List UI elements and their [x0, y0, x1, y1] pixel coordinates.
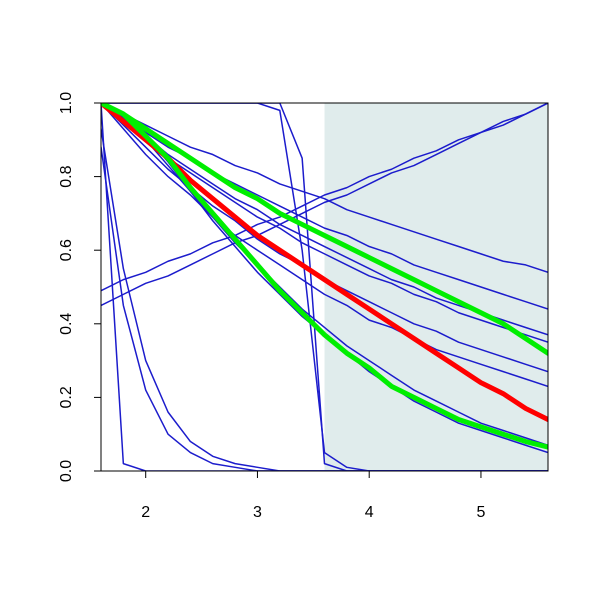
curve: [101, 146, 548, 471]
x-tick-label: 2: [141, 504, 150, 521]
curve: [101, 103, 548, 446]
curve: [101, 103, 548, 292]
shaded-region: [324, 103, 548, 471]
x-tick-label: 5: [476, 504, 485, 521]
curve: [101, 103, 548, 471]
curve: [101, 128, 548, 471]
curve: [101, 103, 548, 471]
x-tick-label: 4: [365, 504, 374, 521]
y-tick-label: 1.0: [58, 92, 75, 114]
curve: [101, 103, 548, 274]
y-tick-label: 0.0: [58, 460, 75, 482]
curve: [101, 103, 548, 307]
curve: [101, 103, 548, 450]
plot-border: [100, 102, 549, 472]
x-tick-label: 3: [253, 504, 262, 521]
curve: [101, 103, 548, 356]
curve: [101, 103, 548, 388]
y-tick-label: 0.2: [58, 386, 75, 408]
y-tick-label: 0.8: [58, 165, 75, 187]
y-tick-label: 0.6: [58, 239, 75, 261]
y-tick-label: 0.4: [58, 313, 75, 335]
plot-lines: [101, 103, 548, 471]
